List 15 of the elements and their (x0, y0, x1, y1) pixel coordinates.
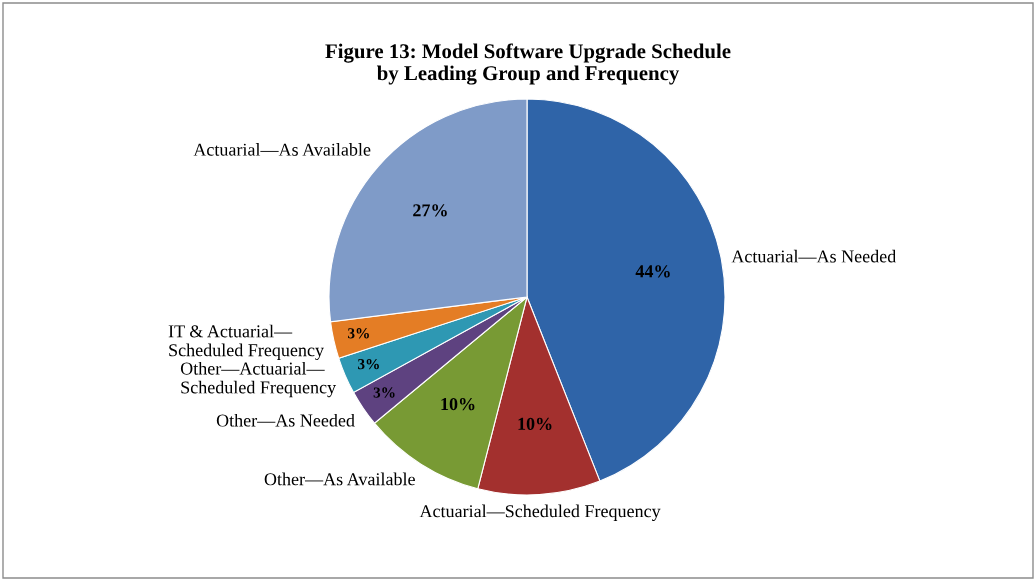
slice-label: IT & Actuarial— Scheduled Frequency (168, 324, 324, 361)
data-label: 10% (441, 398, 475, 411)
data-label: 10% (518, 417, 552, 431)
data-label: 44% (635, 265, 670, 278)
data-label: 3% (348, 328, 369, 339)
chart-title: Figure 13: Model Software Upgrade Schedule by Leading Group and Frequency (325, 43, 731, 85)
data-label: 3% (373, 387, 395, 398)
slice-label: Other—Actuarial— Scheduled Frequency (180, 361, 337, 398)
data-label: 3% (358, 358, 379, 370)
slice-label: Actuarial—As Needed (731, 249, 897, 263)
slice-label: Actuarial—As Available (193, 143, 371, 156)
slice-label: Other—As Needed (216, 413, 355, 427)
slice-label: Actuarial—Scheduled Frequency (419, 504, 661, 522)
slice-label: Other—As Available (264, 472, 415, 486)
data-label: 27% (413, 204, 447, 217)
